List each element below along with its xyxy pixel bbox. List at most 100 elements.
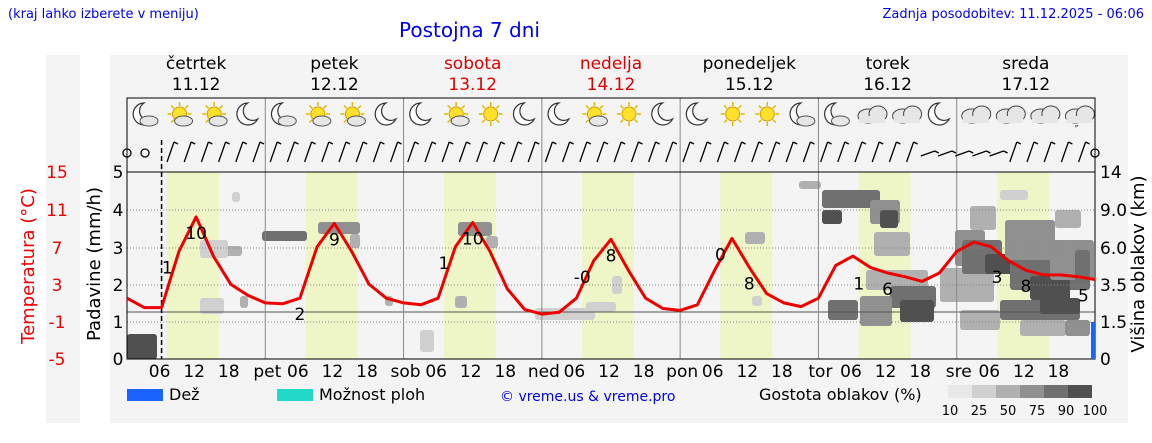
wind-barb (338, 141, 347, 163)
hour-tick-label: 12 (1013, 362, 1035, 382)
wind-barb (682, 141, 691, 163)
cloud-density-cell (900, 300, 934, 322)
moon-shape (374, 102, 398, 126)
small-cloud (450, 115, 470, 127)
sun-disc (621, 106, 637, 122)
wind-barb (1026, 141, 1035, 163)
sun-ray (205, 104, 210, 109)
sun-ray (758, 104, 763, 109)
wind-barb (613, 141, 622, 163)
temperature-value-label: 2 (294, 305, 305, 325)
wind-barb-tick (483, 141, 488, 145)
sun-ray (219, 104, 224, 109)
small-cloud (139, 115, 159, 127)
temperature-tick-label: -5 (49, 350, 66, 370)
cloud-density-cell (350, 234, 360, 248)
wind-barb (544, 141, 554, 163)
wind-barb (166, 141, 175, 163)
cloud-density-cell (1040, 298, 1080, 314)
temperature-tick-label: 11 (46, 201, 68, 221)
wind-barb (1009, 141, 1018, 163)
rain-axis-title: Padavine (mm/h) (84, 187, 105, 341)
wind-barb-tick (620, 141, 626, 145)
moon-icon (685, 102, 709, 126)
hour-tick-label: 06 (149, 362, 171, 382)
wind-barb (372, 141, 382, 163)
cloud-scale-swatch (948, 385, 972, 398)
hour-tick-label: 12 (736, 362, 758, 382)
day-abbr-label: tor (808, 362, 832, 382)
wind-barb-tick (414, 141, 420, 145)
moon-shape (547, 102, 571, 126)
wind-barb (389, 141, 399, 163)
wind-barb-tick (934, 150, 940, 154)
wind-barb (424, 141, 433, 163)
sun-ray (357, 104, 362, 109)
wind-barb-tick (586, 141, 592, 145)
wind-barb-tick (827, 141, 832, 145)
wind-barb (905, 141, 915, 163)
rain-tick-label: 5 (113, 163, 124, 183)
cloud-density-cell (1020, 320, 1066, 336)
sun-icon (720, 102, 745, 126)
moon-icon (651, 102, 675, 126)
cloud-density-cell (828, 300, 858, 320)
temperature-value-label: 10 (462, 229, 484, 249)
wind-barb (1060, 141, 1070, 163)
wind-barb (355, 141, 364, 163)
wind-barb-tick (431, 141, 437, 145)
sun-ray (634, 104, 639, 109)
moon-shape (927, 102, 951, 126)
wind-barb-tick (638, 141, 643, 145)
menu-hint[interactable]: (kraj lahko izberete v meniju) (8, 7, 199, 22)
wind-barb (733, 141, 743, 163)
wind-barb-tick (986, 150, 991, 154)
cloud-base (962, 116, 989, 123)
cloud-density-cell (799, 181, 821, 189)
wind-barb-tick (380, 141, 385, 145)
cloud-density-cell (970, 206, 996, 230)
wind-barb-tick (569, 141, 574, 145)
wind-barb-tick (500, 141, 506, 145)
sun-ray (723, 104, 728, 109)
wind-barb-tick (775, 141, 781, 145)
wind-barb-tick (706, 141, 712, 145)
cloud-density-cell (1065, 320, 1090, 336)
cloud-density-cell (1055, 210, 1081, 228)
wind-barb-tick (1016, 141, 1022, 145)
cloud-base (859, 116, 885, 123)
cloud-density-cell (232, 192, 240, 202)
day-abbr-label: pet (253, 362, 281, 382)
sun-cloud-icon (202, 102, 228, 127)
cloud-scale-swatch (996, 385, 1020, 398)
wind-barb-tick (311, 141, 316, 145)
small-cloud (830, 115, 850, 127)
sun-ray (308, 104, 313, 109)
wind-barb-tick (603, 141, 609, 145)
wind-barb-tick (1068, 141, 1073, 145)
wind-barb-tick (724, 141, 729, 145)
temperature-value-label: 8 (1020, 277, 1031, 297)
sun-ray (481, 119, 486, 124)
wind-barb (785, 141, 794, 163)
cloud-base (1066, 116, 1093, 123)
temperature-value-label: 8 (744, 274, 755, 294)
moon-icon (409, 102, 433, 126)
sun-ray (758, 119, 763, 124)
cloud-density-cell (586, 302, 616, 312)
cloud-density-cell (200, 298, 224, 314)
wind-barb-tick (294, 141, 299, 145)
wind-barb (493, 141, 502, 163)
temperature-value-label: 1 (438, 254, 449, 274)
temperature-tick-label: 3 (52, 276, 63, 296)
credit-link[interactable]: © vreme.us & vreme.pro (500, 389, 675, 405)
wind-barb-tick (689, 141, 695, 145)
wind-barb (1077, 141, 1087, 163)
wind-barb (183, 141, 192, 163)
temperature-value-label: 10 (185, 224, 207, 244)
cloud-density-cell (960, 310, 1000, 330)
rain-tick-label: 2 (113, 276, 124, 296)
sun-ray (343, 104, 348, 109)
wind-barb (920, 150, 936, 157)
